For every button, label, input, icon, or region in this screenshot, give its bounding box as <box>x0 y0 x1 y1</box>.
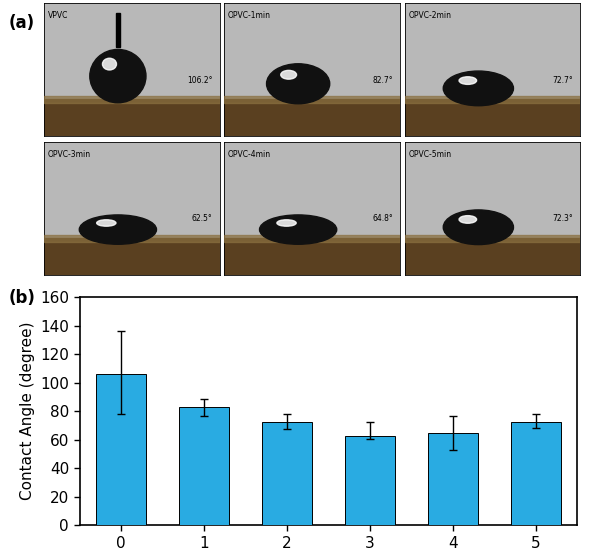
Ellipse shape <box>260 215 337 244</box>
Bar <box>511 422 561 525</box>
Bar <box>44 99 220 136</box>
Bar <box>405 238 580 275</box>
Text: 64.8°: 64.8° <box>372 214 393 223</box>
Bar <box>428 433 478 525</box>
Bar <box>262 421 312 525</box>
Bar <box>224 238 400 275</box>
Bar <box>96 374 146 525</box>
Ellipse shape <box>444 210 514 245</box>
Text: 106.2°: 106.2° <box>187 75 213 85</box>
Bar <box>44 238 220 275</box>
Ellipse shape <box>281 70 296 79</box>
Bar <box>405 96 580 103</box>
Ellipse shape <box>459 77 477 84</box>
Text: 62.5°: 62.5° <box>192 214 213 223</box>
Bar <box>224 99 400 136</box>
Ellipse shape <box>459 216 477 223</box>
Bar <box>405 235 580 241</box>
Bar <box>116 13 120 47</box>
Bar <box>345 436 395 525</box>
Ellipse shape <box>80 215 157 244</box>
Bar <box>224 235 400 241</box>
Ellipse shape <box>267 64 330 104</box>
Text: VPVC: VPVC <box>48 11 68 20</box>
Text: OPVC-1min: OPVC-1min <box>228 11 271 20</box>
Bar <box>224 96 400 103</box>
Bar <box>44 235 220 241</box>
Bar <box>179 407 229 525</box>
Ellipse shape <box>444 71 514 106</box>
Ellipse shape <box>97 220 116 226</box>
Text: OPVC-2min: OPVC-2min <box>408 11 451 20</box>
Bar <box>405 99 580 136</box>
Text: 82.7°: 82.7° <box>372 75 393 85</box>
Ellipse shape <box>102 58 117 70</box>
Text: (a): (a) <box>9 14 35 32</box>
Text: OPVC-5min: OPVC-5min <box>408 150 451 158</box>
Y-axis label: Contact Angle (degree): Contact Angle (degree) <box>19 322 35 500</box>
Text: OPVC-3min: OPVC-3min <box>48 150 91 158</box>
Ellipse shape <box>90 50 146 103</box>
Text: 72.3°: 72.3° <box>552 214 573 223</box>
Text: (b): (b) <box>9 289 36 307</box>
Bar <box>44 96 220 103</box>
Text: 72.7°: 72.7° <box>552 75 573 85</box>
Ellipse shape <box>277 220 296 226</box>
Text: OPVC-4min: OPVC-4min <box>228 150 271 158</box>
